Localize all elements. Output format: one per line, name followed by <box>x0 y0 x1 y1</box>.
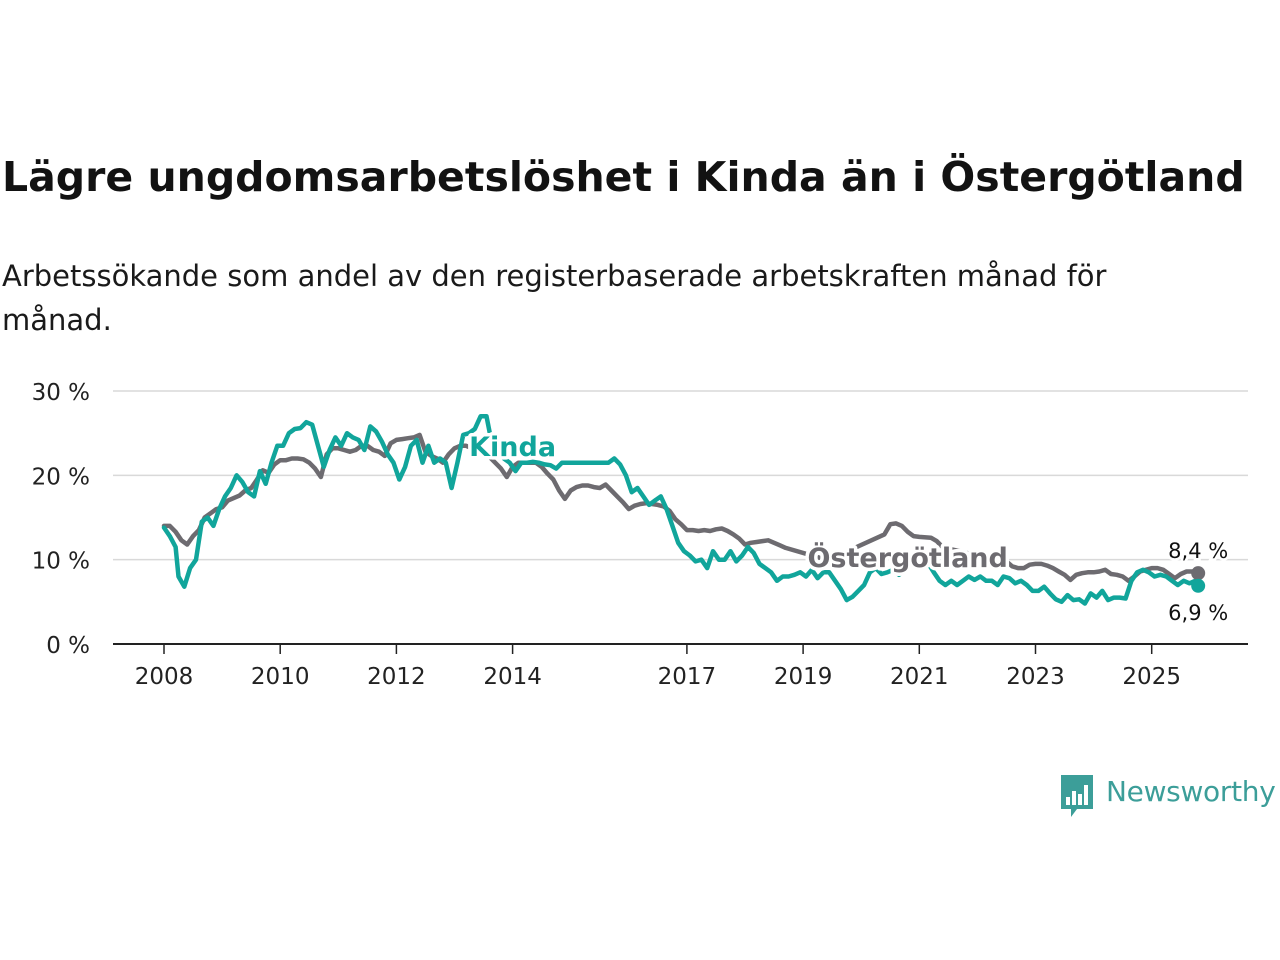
x-tick-label-2021: 2021 <box>890 664 949 690</box>
x-tick-label-2014: 2014 <box>483 664 542 690</box>
series-lines <box>161 414 1201 606</box>
y-tick-label-20: 20 % <box>32 464 90 490</box>
series-label-stergtland: Östergötland <box>807 541 1007 574</box>
x-tick-label-2017: 2017 <box>658 664 717 690</box>
chart-subtitle: Arbetssökande som andel av den registerb… <box>2 259 1107 337</box>
newsworthy-logo-icon <box>1061 775 1093 817</box>
y-axis-ticks: 0 % 10 % 20 % 30 % <box>32 380 90 659</box>
end-marker-stergtland <box>1191 566 1206 581</box>
series-labels: Kinda Östergötland <box>466 428 1012 577</box>
y-tick-label-30: 30 % <box>32 380 90 406</box>
newsworthy-brand: Newsworthy <box>1058 772 1280 820</box>
end-value-label-kinda: 6,9 % <box>1168 601 1228 625</box>
grid-lines <box>113 390 1248 645</box>
x-tick-label-2012: 2012 <box>367 664 426 690</box>
brand-name: Newsworthy <box>1106 775 1276 808</box>
y-tick-label-10: 10 % <box>32 549 90 575</box>
x-tick-label-2008: 2008 <box>135 664 194 690</box>
series-line-kinda <box>161 414 1201 606</box>
chart-title: Lägre ungdomsarbetslöshet i Kinda än i Ö… <box>2 153 1245 201</box>
y-tick-label-0: 0 % <box>46 633 90 659</box>
x-tick-label-2023: 2023 <box>1006 664 1065 690</box>
end-value-label-stergtland: 8,4 % <box>1168 539 1228 563</box>
x-tick-label-2019: 2019 <box>774 664 833 690</box>
series-label-kinda: Kinda <box>469 432 556 463</box>
series-line-stergtland <box>161 432 1201 584</box>
x-tick-label-2025: 2025 <box>1122 664 1181 690</box>
end-markers: 8,4 % 6,9 % <box>1166 537 1231 628</box>
x-tick-label-2010: 2010 <box>251 664 310 690</box>
x-axis-ticks: 2008 2010 2012 2014 2017 2019 2021 2023 2025 <box>135 644 1181 690</box>
end-marker-kinda <box>1191 578 1206 593</box>
